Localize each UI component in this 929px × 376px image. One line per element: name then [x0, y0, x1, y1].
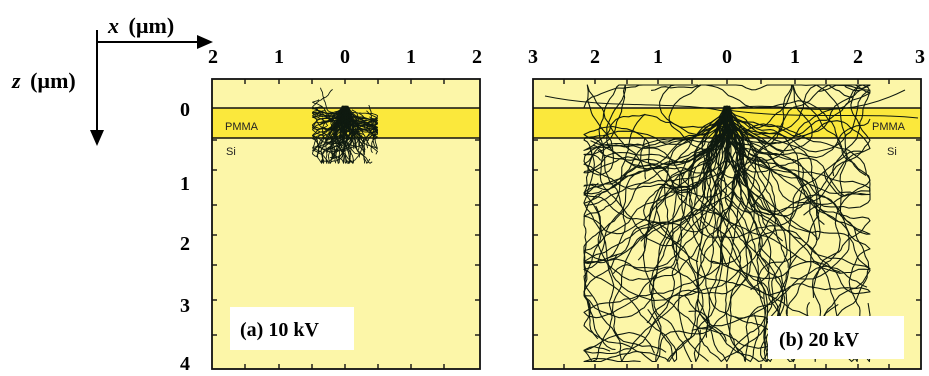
electron-trajectory — [583, 105, 729, 151]
electron-trajectory — [650, 105, 725, 361]
electron-trajectory — [651, 84, 871, 145]
panel-b-x-tick: 0 — [722, 46, 732, 68]
z-tick-labels: 0 1 2 3 4 — [180, 99, 190, 375]
panel-b-x-ticks: 3 2 1 0 1 2 3 — [528, 46, 925, 68]
electron-trajectory — [597, 105, 731, 166]
electron-trajectory — [646, 105, 753, 324]
electron-trajectory — [583, 105, 730, 363]
panel-a-x-ticks: 2 1 0 1 2 — [208, 46, 482, 68]
electron-trajectory — [696, 105, 733, 342]
electron-trajectory — [312, 106, 349, 146]
panel-a-x-tick: 2 — [208, 46, 218, 68]
electron-trajectory — [649, 105, 752, 363]
electron-trajectory — [583, 105, 731, 355]
electron-trajectory — [583, 106, 734, 264]
z-tick-1: 1 — [180, 173, 190, 195]
electron-trajectory — [701, 105, 871, 235]
x-axis-key-label: x (µm) — [107, 13, 174, 38]
z-direction-arrowhead — [90, 130, 104, 146]
electron-trajectory — [684, 105, 788, 363]
panel-a-x-tick: 1 — [406, 46, 416, 68]
electron-trajectory — [583, 105, 731, 351]
electron-trajectory — [320, 87, 345, 113]
electron-trajectory — [726, 109, 919, 119]
electron-trajectory — [726, 89, 906, 111]
z-axis-unit: (µm) — [30, 68, 76, 93]
panel-b-x-tick: 2 — [853, 46, 863, 68]
electron-trajectory — [329, 105, 346, 164]
electron-trajectory — [544, 95, 728, 113]
electron-trajectory — [583, 105, 729, 363]
z-tick-3: 3 — [180, 295, 190, 317]
electron-trajectory — [312, 105, 345, 158]
electron-trajectory — [583, 105, 729, 206]
x-axis-var: x — [107, 13, 119, 38]
electron-trajectory — [728, 84, 871, 217]
x-direction-arrowhead — [197, 35, 213, 49]
electron-trajectory — [583, 105, 731, 363]
panel-a-x-tick: 2 — [472, 46, 482, 68]
panel-a: 2 1 0 1 2 PMMA Si (a) 10 kV — [208, 46, 482, 370]
electron-trajectory — [344, 105, 378, 150]
panel-b-pmma-label: PMMA — [872, 121, 906, 133]
panel-a-frame — [211, 78, 481, 370]
z-tick-4: 4 — [180, 353, 190, 375]
electron-trajectory — [719, 105, 871, 319]
electron-trajectory — [583, 84, 727, 180]
panel-a-si-label: Si — [226, 146, 236, 158]
panel-a-caption: (a) 10 kV — [240, 319, 319, 341]
z-axis-var: z — [11, 68, 21, 93]
z-tick-2: 2 — [180, 233, 190, 255]
electron-trajectory — [655, 105, 731, 362]
panel-b-x-tick: 3 — [915, 46, 925, 68]
electron-trajectory — [714, 105, 786, 344]
panel-b-x-tick: 1 — [653, 46, 663, 68]
panel-b-caption-box — [768, 316, 904, 359]
electron-trajectory — [583, 84, 728, 128]
panel-b-frame-ticks — [533, 79, 921, 369]
electron-trajectory — [724, 105, 850, 280]
z-tick-0: 0 — [180, 99, 190, 121]
panel-a-pmma-label: PMMA — [225, 121, 259, 133]
electron-trajectory — [688, 105, 767, 363]
electron-trajectory — [726, 105, 822, 363]
panel-b-x-tick: 1 — [790, 46, 800, 68]
electron-trajectory — [347, 105, 362, 130]
panel-b: 3 2 1 0 1 2 3 PMMA Si (b) 20 kV — [528, 46, 925, 370]
panel-a-x-tick: 0 — [340, 46, 350, 68]
z-axis-key-label: z (µm) — [11, 68, 76, 93]
axes-key: x (µm) z (µm) — [11, 13, 213, 146]
panel-b-x-tick: 2 — [590, 46, 600, 68]
electron-trajectory — [583, 105, 730, 319]
electron-trajectory — [671, 105, 784, 363]
electron-trajectory — [667, 84, 813, 198]
electron-trajectory — [590, 105, 805, 239]
electron-trajectory — [583, 105, 777, 302]
electron-trajectory — [335, 105, 343, 143]
panel-b-si-label: Si — [887, 146, 897, 158]
panel-b-caption: (b) 20 kV — [779, 329, 860, 351]
electron-trajectory — [724, 84, 871, 197]
electron-trajectory — [583, 105, 726, 264]
x-axis-unit: (µm) — [129, 13, 175, 38]
electron-trajectory — [337, 105, 345, 148]
panel-b-electron-trajectories — [544, 84, 919, 363]
panel-a-frame-ticks — [212, 79, 480, 369]
electron-trajectory — [583, 106, 729, 233]
electron-trajectory — [312, 105, 344, 115]
electron-trajectory — [666, 105, 757, 362]
electron-trajectory — [347, 105, 378, 123]
panel-a-electron-trajectories — [312, 87, 378, 164]
panel-b-x-tick: 3 — [528, 46, 538, 68]
electron-trajectory — [725, 105, 841, 273]
panel-a-x-tick: 1 — [274, 46, 284, 68]
electron-trajectory — [724, 105, 760, 363]
panel-a-caption-box — [230, 307, 354, 350]
